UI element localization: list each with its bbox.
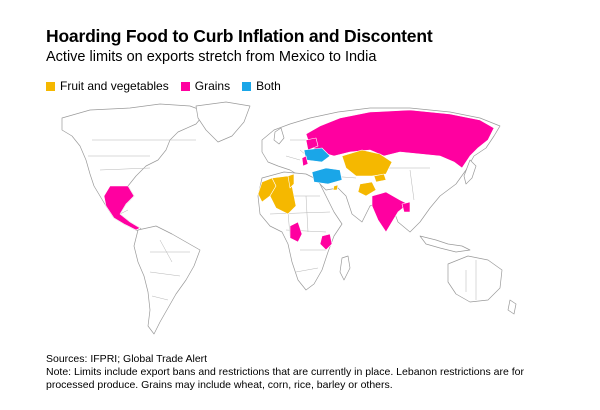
- country-india: [371, 191, 409, 233]
- legend-label-both: Both: [256, 79, 281, 93]
- legend: Fruit and vegetables Grains Both: [46, 79, 293, 93]
- note-text: Note: Limits include export bans and res…: [46, 366, 524, 391]
- footer-notes: Sources: IFPRI; Global Trade Alert Note:…: [46, 353, 556, 392]
- landmass-uk: [273, 127, 285, 145]
- legend-swatch-fruit-and-vegetables: [46, 81, 55, 91]
- legend-item-grains: Grains: [180, 79, 231, 93]
- legend-label-grains: Grains: [194, 79, 231, 93]
- legend-swatch-both: [242, 81, 252, 91]
- landmass-new-zealand: [507, 299, 517, 315]
- legend-label-fruit-and-vegetables: Fruit and vegetables: [60, 79, 169, 93]
- country-mexico: [103, 185, 141, 231]
- country-kyrgyzstan: [373, 173, 387, 183]
- country-kazakhstan: [341, 149, 393, 177]
- country-tunisia: [287, 173, 295, 189]
- landmass-greenland: [195, 101, 251, 143]
- country-cameroon: [289, 221, 303, 243]
- country-belarus: [305, 137, 319, 151]
- legend-item-both: Both: [242, 79, 281, 93]
- country-afghanistan: [357, 181, 377, 197]
- country-kenya: [319, 233, 333, 251]
- sources-text: Sources: IFPRI; Global Trade Alert: [46, 353, 208, 365]
- country-turkey: [311, 167, 343, 185]
- world-map: [61, 101, 517, 335]
- landmass-japan: [463, 159, 477, 185]
- landmass-indonesia: [419, 235, 471, 253]
- country-bangladesh: [401, 201, 411, 213]
- highlighted-countries: [103, 109, 495, 251]
- landmass-madagascar: [339, 255, 351, 281]
- country-russia: [305, 109, 495, 169]
- landmass-north-america: [61, 103, 207, 233]
- country-moldova: [301, 155, 309, 167]
- legend-item-fruit-and-vegetables: Fruit and vegetables: [46, 79, 169, 93]
- legend-swatch-grains: [180, 81, 190, 91]
- landmass-south-america: [133, 225, 201, 335]
- chart-subtitle: Active limits on exports stretch from Me…: [46, 49, 377, 65]
- landmass-australia: [447, 255, 503, 303]
- chart-title: Hoarding Food to Curb Inflation and Disc…: [46, 26, 433, 46]
- country-lebanon: [332, 184, 339, 191]
